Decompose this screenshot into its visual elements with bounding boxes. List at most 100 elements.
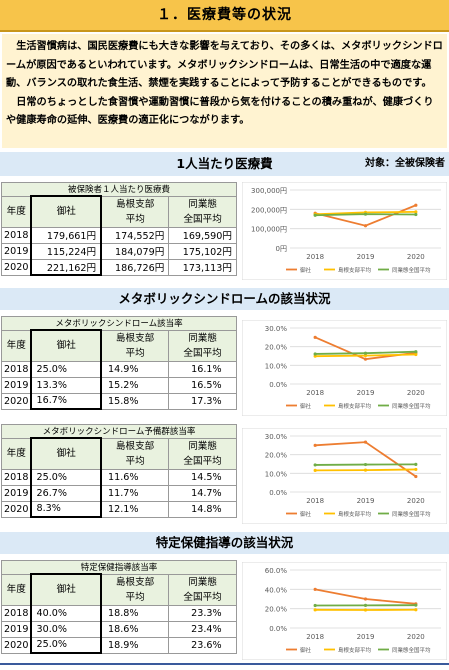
legend-label: 島根支部平均 bbox=[338, 402, 372, 410]
data-point bbox=[363, 603, 368, 607]
col-own-header: 御社 bbox=[30, 437, 103, 470]
y-tick-label: 60.0% bbox=[265, 567, 288, 575]
intro-box: 生活習慣病は、国民医療費にも大きな影響を与えており、その多くは、メタボリックシン… bbox=[2, 34, 447, 148]
col-own-header: 御社 bbox=[30, 195, 103, 228]
section-heading-health-guidance: 特定保健指導の該当状況 bbox=[0, 532, 449, 554]
data-point bbox=[414, 350, 418, 354]
data-point bbox=[414, 474, 418, 479]
legend-label: 同業態全国平均 bbox=[392, 510, 431, 518]
legend-label: 島根支部平均 bbox=[338, 646, 372, 654]
data-point bbox=[363, 597, 368, 601]
legend-label: 御社 bbox=[300, 402, 312, 410]
table-row: 2020 16.7% 15.8% 17.3% bbox=[1, 392, 237, 410]
col-own-header: 御社 bbox=[30, 573, 103, 606]
section-title: 特定保健指導の該当状況 bbox=[155, 535, 294, 550]
data-point bbox=[414, 212, 418, 217]
data-point bbox=[363, 212, 368, 216]
data-point bbox=[313, 608, 317, 612]
data-point bbox=[414, 603, 418, 607]
col-industry-header: 同業態 全国平均 bbox=[168, 329, 237, 362]
x-tick-label: 2019 bbox=[357, 497, 375, 505]
col-own-header: 御社 bbox=[30, 329, 103, 362]
col-branch-header: 島根支部 平均 bbox=[100, 329, 170, 362]
table-row: 2019 30.0% 18.6% 23.4% bbox=[1, 620, 237, 638]
col-industry-header: 同業態 全国平均 bbox=[168, 195, 237, 228]
section-title: 1人当たり医療費 bbox=[176, 156, 273, 171]
intro-paragraph-2: 日常のちょっとした食習慣や運動習慣に普段から気を付けることの積み重ねが、健康づく… bbox=[6, 96, 434, 127]
y-tick-label: 0.0% bbox=[269, 381, 287, 389]
data-point bbox=[363, 440, 368, 444]
y-tick-label: 30.0% bbox=[265, 325, 288, 333]
x-tick-label: 2018 bbox=[306, 497, 324, 505]
data-point bbox=[363, 608, 368, 612]
x-tick-label: 2018 bbox=[306, 253, 324, 261]
legend-label: 同業態全国平均 bbox=[392, 266, 431, 274]
legend-label: 御社 bbox=[300, 646, 312, 654]
data-point bbox=[363, 468, 368, 472]
metabolic-reserve-chart: 0.0% 10.0% 20.0% 30.0% 2018 2019 2020 御社 島根支部平均 同… bbox=[242, 428, 447, 524]
data-point bbox=[313, 352, 317, 356]
x-tick-label: 2019 bbox=[357, 633, 375, 641]
table-row: 2018 25.0% 11.6% 14.5% bbox=[1, 468, 237, 486]
target-label: 対象：全被保険者 bbox=[365, 158, 445, 169]
data-point bbox=[313, 468, 317, 472]
data-point bbox=[363, 224, 368, 228]
y-tick-label: 20.0% bbox=[265, 452, 288, 460]
data-point bbox=[363, 462, 368, 467]
medical-cost-table: 被保険者１人当たり医療費 年度 御社 島根支部 平均 同業態 全国平均 2018 1… bbox=[1, 182, 237, 276]
table-caption: 特定保健指導該当率 bbox=[1, 560, 237, 575]
table-row: 2019 115,224円 184,079円 175,102円 bbox=[1, 242, 237, 260]
data-point bbox=[363, 354, 368, 358]
data-point bbox=[313, 354, 317, 358]
section-heading-medical-cost: 1人当たり医療費 対象：全被保険者 bbox=[0, 152, 449, 176]
col-industry-header: 同業態 全国平均 bbox=[168, 437, 237, 470]
metabolic-rate-chart: 0.0% 10.0% 20.0% 30.0% 2018 2019 2020 御社 島根支部平均 同… bbox=[242, 320, 447, 416]
x-tick-label: 2020 bbox=[407, 389, 425, 397]
data-point bbox=[313, 463, 317, 467]
chart-frame bbox=[242, 562, 447, 660]
data-point bbox=[313, 587, 317, 591]
col-year-header: 年度 bbox=[1, 573, 32, 606]
data-point bbox=[313, 603, 317, 608]
table-row: 2018 25.0% 14.9% 16.1% bbox=[1, 360, 237, 378]
legend-label: 島根支部平均 bbox=[338, 266, 372, 274]
health-guidance-table: 特定保健指導該当率 年度 御社 島根支部 平均 同業態 全国平均 2018 40.0… bbox=[1, 560, 237, 654]
x-tick-label: 2020 bbox=[407, 633, 425, 641]
col-branch-header: 島根支部 平均 bbox=[100, 573, 170, 606]
x-tick-label: 2019 bbox=[357, 389, 375, 397]
data-point bbox=[313, 335, 317, 339]
y-tick-label: 0円 bbox=[276, 245, 287, 253]
metabolic-reserve-table: メタボリックシンドローム予備群該当率 年度 御社 島根支部 平均 同業態 全国平均 … bbox=[1, 424, 237, 518]
table-row: 2018 40.0% 18.8% 23.3% bbox=[1, 604, 237, 622]
x-tick-label: 2020 bbox=[407, 253, 425, 261]
data-point bbox=[313, 213, 317, 217]
table-row: 2020 25.0% 18.9% 23.6% bbox=[1, 636, 237, 654]
table-caption: メタボリックシンドローム該当率 bbox=[1, 316, 237, 331]
table-row: 2018 179,661円 174,552円 169,590円 bbox=[1, 226, 237, 244]
section-heading-metabolic: メタボリックシンドロームの該当状況 bbox=[0, 288, 449, 310]
data-point bbox=[363, 357, 368, 361]
medical-cost-chart: 0円 100,000円 200,000円 300,000円 2018 2019 2020 御社… bbox=[242, 182, 447, 280]
legend-label: 同業態全国平均 bbox=[392, 646, 431, 654]
data-point bbox=[414, 210, 418, 214]
y-tick-label: 0.0% bbox=[269, 489, 287, 497]
x-tick-label: 2020 bbox=[407, 497, 425, 505]
data-point bbox=[414, 608, 418, 612]
table-row: 2019 26.7% 11.7% 14.7% bbox=[1, 484, 237, 502]
legend-label: 御社 bbox=[300, 510, 312, 518]
data-point bbox=[313, 443, 317, 447]
health-guidance-chart: 0.0% 20.0% 40.0% 60.0% 2018 2019 2020 御社 島根支部平均 同… bbox=[242, 562, 447, 660]
col-year-header: 年度 bbox=[1, 437, 32, 470]
col-branch-header: 島根支部 平均 bbox=[100, 437, 170, 470]
legend-label: 御社 bbox=[300, 266, 312, 274]
y-tick-label: 10.0% bbox=[265, 362, 288, 370]
data-point bbox=[414, 467, 418, 472]
page-title: １．医療費等の状況 bbox=[0, 0, 449, 32]
y-tick-label: 40.0% bbox=[265, 586, 288, 594]
data-point bbox=[414, 462, 418, 466]
y-tick-label: 10.0% bbox=[265, 470, 288, 478]
bottom-rule bbox=[0, 663, 449, 665]
y-tick-label: 30.0% bbox=[265, 433, 288, 441]
y-tick-label: 20.0% bbox=[265, 344, 288, 352]
x-tick-label: 2019 bbox=[357, 253, 375, 261]
